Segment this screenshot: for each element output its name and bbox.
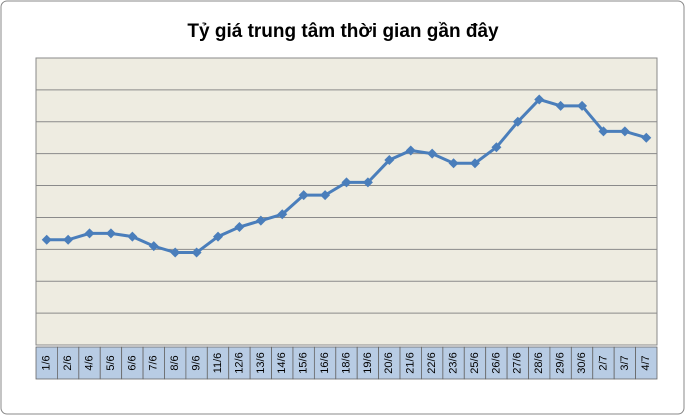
marker	[619, 126, 630, 137]
marker	[105, 228, 116, 239]
chart-title: Tỷ giá trung tâm thời gian gần đây	[187, 21, 499, 42]
x-tick-label: 22/6	[426, 352, 438, 373]
x-tick-label: 18/6	[340, 352, 352, 373]
x-tick-label: 27/6	[512, 352, 524, 373]
marker	[127, 231, 138, 242]
x-tick-label: 28/6	[533, 352, 545, 373]
x-tick-label: 16/6	[319, 352, 331, 373]
x-tick-cell	[635, 346, 658, 380]
marker	[427, 148, 438, 159]
marker	[298, 190, 309, 201]
x-tick-label: 7/6	[148, 355, 160, 370]
marker	[405, 145, 416, 156]
x-tick-label: 30/6	[576, 352, 588, 373]
x-tick-label: 26/6	[490, 352, 502, 373]
marker	[491, 142, 502, 153]
marker	[341, 177, 352, 188]
x-tick-label: 5/6	[105, 355, 117, 370]
marker	[320, 190, 331, 201]
x-tick-label: 4/7	[640, 355, 652, 370]
x-tick-label: 29/6	[555, 352, 567, 373]
x-tick-label: 15/6	[298, 352, 310, 373]
x-tick-label: 25/6	[469, 352, 481, 373]
x-tick-label: 6/6	[126, 355, 138, 370]
x-tick-label: 13/6	[255, 352, 267, 373]
x-tick-label: 4/6	[83, 355, 95, 370]
marker	[84, 228, 95, 239]
x-tick-label: 9/6	[191, 355, 203, 370]
marker	[577, 100, 588, 111]
marker	[277, 209, 288, 220]
marker	[641, 132, 652, 143]
marker	[41, 234, 52, 245]
x-tick-label: 12/6	[233, 352, 245, 373]
marker	[512, 116, 523, 127]
marker	[534, 94, 545, 105]
x-tick-label: 2/6	[62, 355, 74, 370]
marker	[148, 241, 159, 252]
x-tick-label: 21/6	[405, 352, 417, 373]
marker	[448, 158, 459, 169]
marker	[63, 234, 74, 245]
marker	[384, 155, 395, 166]
plot-area	[35, 57, 658, 346]
x-tick-label: 3/7	[619, 355, 631, 370]
x-tick-label: 1/6	[41, 355, 53, 370]
x-tick-label: 23/6	[447, 352, 459, 373]
marker	[469, 158, 480, 169]
x-tick-label: 8/6	[169, 355, 181, 370]
marker	[213, 231, 224, 242]
marker	[362, 177, 373, 188]
marker	[191, 247, 202, 258]
x-tick-label: 2/7	[597, 355, 609, 370]
x-tick-label: 19/6	[362, 352, 374, 373]
marker	[555, 100, 566, 111]
marker	[255, 215, 266, 226]
marker	[170, 247, 181, 258]
marker	[598, 126, 609, 137]
x-tick-label: 11/6	[212, 353, 224, 374]
x-tick-label: 14/6	[276, 352, 288, 373]
x-tick-label: 20/6	[383, 352, 395, 373]
marker	[234, 222, 245, 233]
